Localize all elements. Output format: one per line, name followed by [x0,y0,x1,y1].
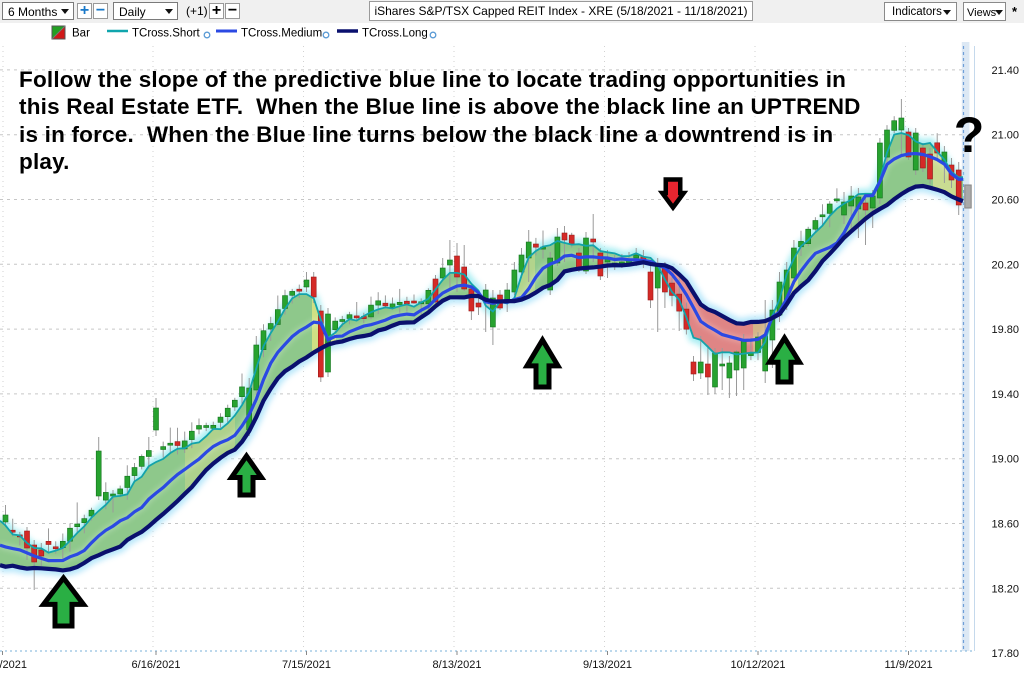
svg-text:19.40: 19.40 [991,389,1019,401]
svg-text:7/15/2021: 7/15/2021 [282,659,331,671]
svg-text:TCross.Short: TCross.Short [132,28,201,40]
svg-text:21.00: 21.00 [991,130,1019,142]
svg-text:18.60: 18.60 [991,519,1019,531]
svg-text:17.80: 17.80 [991,648,1019,660]
svg-text:9/13/2021: 9/13/2021 [583,659,632,671]
svg-text:11/9/2021: 11/9/2021 [884,659,932,671]
svg-text:20.20: 20.20 [991,259,1019,271]
svg-text:18.20: 18.20 [991,583,1019,595]
svg-text:TCross.Medium: TCross.Medium [241,28,322,40]
svg-text:6/16/2021: 6/16/2021 [132,659,181,671]
svg-text:20.60: 20.60 [991,195,1019,207]
svg-text:8/13/2021: 8/13/2021 [433,659,482,671]
svg-text:19.80: 19.80 [991,324,1019,336]
svg-text:21.40: 21.40 [991,65,1019,77]
svg-text:TCross.Long: TCross.Long [362,28,428,40]
svg-text:?: ? [954,107,985,163]
svg-text:5/18/2021: 5/18/2021 [0,659,27,671]
svg-text:Bar: Bar [72,28,90,40]
svg-text:19.00: 19.00 [991,454,1019,466]
svg-text:10/12/2021: 10/12/2021 [730,659,785,671]
